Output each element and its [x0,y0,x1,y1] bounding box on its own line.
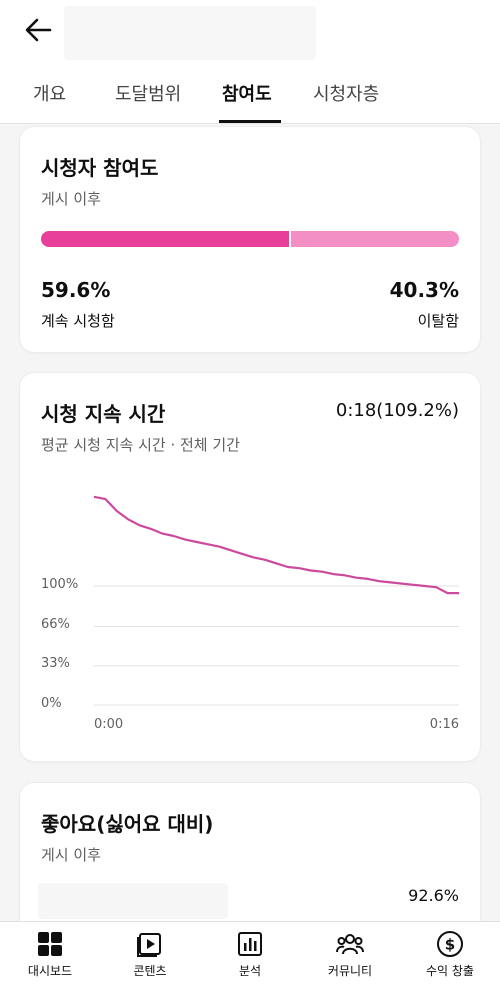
retention-value: 0:18(109.2%) [335,400,459,421]
tab-overview[interactable]: 개요 [33,84,67,105]
retention-chart [93,495,459,706]
engagement-card: 시청자 참여도 게시 이후 59.6% 계속 시청함 40.3% 이탈함 [20,127,480,352]
y-tick-label: 100% [41,577,79,592]
x-tick-label: 0:16 [429,717,459,732]
nav-label: 콘텐츠 [133,964,167,978]
retention-line [93,495,459,595]
leave-percentage: 40.3% [389,278,459,302]
nav-analytics[interactable]: 분석 [200,930,300,979]
active-tab-indicator [219,120,281,123]
svg-text:$: $ [445,936,455,954]
community-icon [336,934,364,955]
nav-label: 분석 [238,964,262,978]
tab-engagement[interactable]: 참여도 [222,84,272,105]
y-tick-label: 66% [41,617,70,632]
x-tick-label: 0:00 [94,717,124,732]
bottom-navigation: 대시보드 콘텐츠 분석 커뮤니티 $ [0,921,500,994]
likes-placeholder [38,883,228,919]
retention-card: 시청 지속 시간 0:18(109.2%) 평균 시청 지속 시간 · 전체 기… [20,373,480,761]
nav-monetization[interactable]: $ 수익 창출 [400,930,500,979]
nav-community[interactable]: 커뮤니티 [300,930,400,979]
tab-audience[interactable]: 시청자층 [313,84,380,105]
back-button[interactable] [20,12,56,48]
stay-percentage: 59.6% [41,278,111,302]
engagement-title: 시청자 참여도 [41,156,159,180]
content-icon [137,933,161,957]
title-placeholder [64,6,316,60]
leave-segment [290,231,459,247]
engagement-bar [41,231,459,247]
analytics-icon [238,932,262,956]
leave-label: 이탈함 [417,312,459,330]
likes-subtitle: 게시 이후 [41,846,101,864]
engagement-subtitle: 게시 이후 [41,190,101,208]
likes-value: 92.6% [408,886,459,905]
tab-reach[interactable]: 도달범위 [115,84,182,105]
likes-title: 좋아요(싫어요 대비) [41,812,214,836]
top-bar: 개요 도달범위 참여도 시청자층 [0,0,500,124]
stay-label: 계속 시청함 [41,312,115,330]
retention-subtitle: 평균 시청 지속 시간 · 전체 기간 [41,436,240,454]
y-tick-label: 33% [41,656,70,671]
dashboard-icon [38,932,62,956]
arrow-left-icon [25,18,52,42]
nav-dashboard[interactable]: 대시보드 [0,930,100,979]
y-tick-label: 0% [41,696,62,711]
monetization-icon: $ [437,931,463,957]
nav-label: 수익 창출 [426,964,474,978]
retention-title: 시청 지속 시간 [41,402,166,426]
nav-label: 커뮤니티 [327,964,373,978]
nav-label: 대시보드 [27,964,73,978]
nav-content[interactable]: 콘텐츠 [100,930,200,979]
stay-segment [41,231,289,247]
tab-bar: 개요 도달범위 참여도 시청자층 [0,70,500,124]
likes-card: 좋아요(싫어요 대비) 게시 이후 92.6% [20,783,480,943]
